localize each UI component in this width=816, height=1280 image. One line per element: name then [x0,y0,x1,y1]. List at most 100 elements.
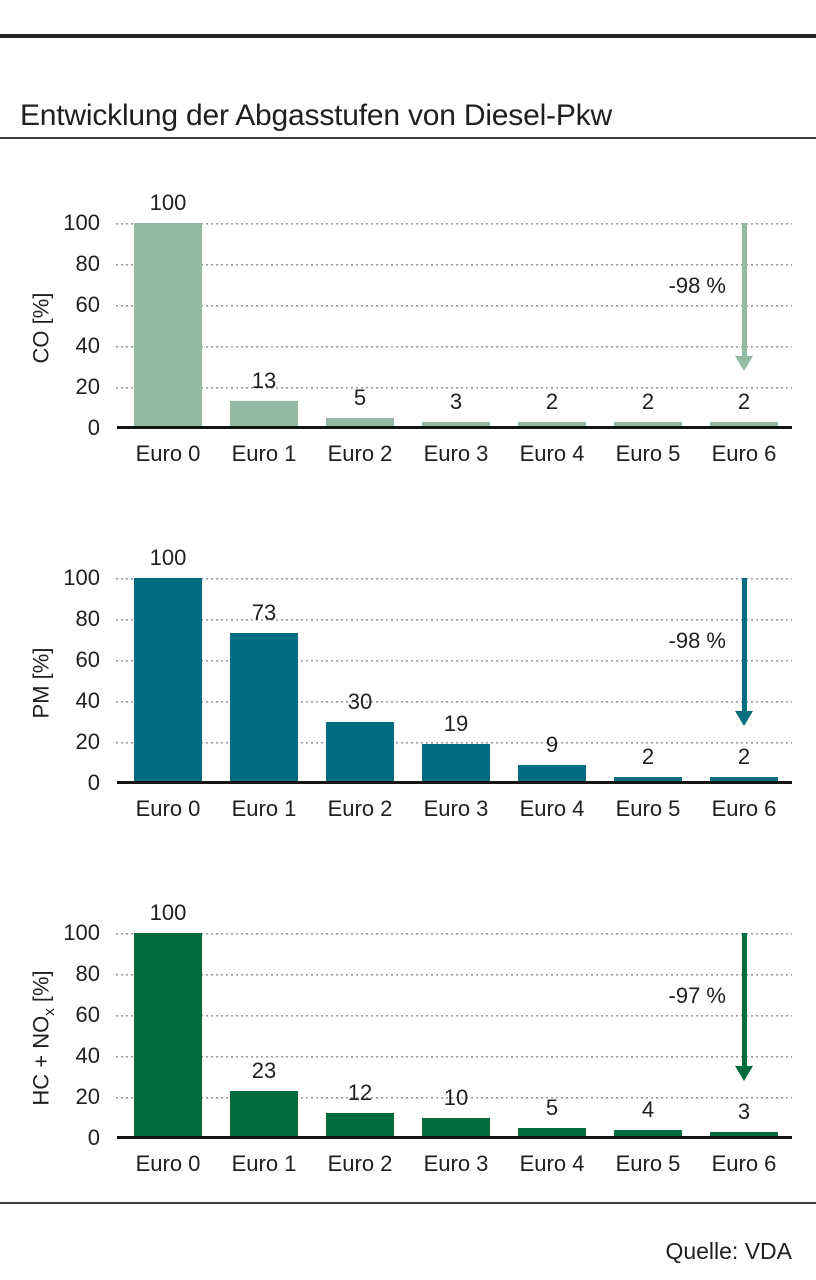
gridline [116,974,792,976]
y-tick-label: 60 [75,1002,100,1027]
bottom-rule [0,1202,816,1204]
x-tick-label: Euro 2 [327,1151,393,1176]
y-tick-label: 0 [87,1125,100,1150]
x-axis-line [117,1136,792,1139]
x-tick-label: Euro 3 [423,441,489,466]
y-tick-label: 60 [75,647,100,672]
reduction-arrow-head [735,1065,753,1081]
bar [134,933,202,1138]
gridline [116,387,792,389]
bar [230,633,298,783]
x-tick-label: Euro 6 [711,796,777,821]
bar [326,1113,394,1138]
x-tick-label: Euro 0 [135,796,201,821]
bar [614,1129,682,1138]
bar-value-label: 100 [149,545,187,570]
plot-area: 100 Euro 0 23 Euro 1 12 Euro 2 10 Euro 3 5 Euro 4… [116,901,792,1176]
bar-value-label: 2 [737,744,751,769]
y-tick-label: 80 [75,606,100,631]
title-rule [0,137,816,139]
gridline [116,660,792,662]
bar [422,421,490,428]
bar-value-label: 73 [251,600,277,626]
reduction-arrow [741,933,747,1066]
bar-value-label: 2 [545,389,559,414]
y-tick-label: 40 [75,1043,100,1068]
bar [518,1127,586,1138]
chart-co: CO [%] 0 20 40 60 80 100 100 Euro 0 13 Euro 1 5 Euro… [0,178,792,473]
y-tick-label: 0 [87,770,100,795]
reduction-arrow [741,578,747,711]
x-tick-label: Euro 0 [135,441,201,466]
bar [710,422,778,428]
x-tick-label: Euro 4 [519,441,585,466]
gridline [116,346,792,348]
chart-hc-nox: HC + NOx [%] 0 20 40 60 80 100 100 Euro 0 23 Euro … [0,888,792,1183]
y-tick-label: 0 [87,415,100,440]
gridline [116,223,792,225]
x-axis-line [117,781,792,784]
bar [710,1131,778,1138]
y-tick-label: 100 [63,920,100,945]
bar [614,777,682,783]
charts-container: CO [%] 0 20 40 60 80 100 100 Euro 0 13 Euro 1 5 Euro… [0,178,816,1243]
reduction-label: -98 % [668,273,726,298]
x-tick-label: Euro 5 [615,796,681,821]
bar-value-label: 2 [641,389,655,414]
top-rule [0,34,816,38]
gridline [116,742,792,744]
reduction-arrow-head [735,710,753,726]
bar-value-label: 10 [443,1084,469,1110]
bar [326,417,394,428]
bar-value-label: 2 [737,389,751,414]
bar-value-label: 4 [641,1096,655,1122]
y-tick-label: 40 [75,333,100,358]
x-axis-line [117,426,792,429]
x-tick-label: Euro 1 [231,796,297,821]
y-tick-label: 20 [75,374,100,399]
bar [518,764,586,783]
y-tick-label: 40 [75,688,100,713]
reduction-label: -98 % [668,628,726,653]
reduction-label: -97 % [668,983,726,1008]
x-tick-label: Euro 2 [327,441,393,466]
chart-pm: PM [%] 0 20 40 60 80 100 100 Euro 0 73 Euro 1 30 Eur… [0,533,792,828]
y-tick-label: 100 [63,565,100,590]
bar [230,1090,298,1138]
y-tick-label: 20 [75,729,100,754]
x-tick-label: Euro 4 [519,796,585,821]
x-tick-label: Euro 1 [231,1151,297,1176]
bar-value-label: 3 [737,1098,751,1124]
gridline [116,1015,792,1017]
bar [518,422,586,428]
bar-value-label: 30 [347,688,373,714]
x-tick-label: Euro 0 [135,1151,201,1176]
bar [422,744,490,783]
bar [614,422,682,428]
bar-value-label: 12 [347,1080,373,1106]
bar-value-label: 5 [545,1094,559,1120]
plot-area: 100 Euro 0 73 Euro 1 30 Euro 2 19 Euro 3 9 Euro 4… [116,546,792,821]
bar [134,578,202,783]
gridline [116,578,792,580]
bar-value-label: 23 [251,1057,277,1083]
bar-value-label: 100 [149,900,187,925]
reduction-arrow-head [735,355,753,371]
x-tick-label: Euro 4 [519,1151,585,1176]
page-title: Entwicklung der Abgasstufen von Diesel-P… [20,99,612,133]
x-tick-label: Euro 5 [615,1151,681,1176]
gridline [116,1097,792,1099]
x-tick-label: Euro 3 [423,1151,489,1176]
gridline [116,619,792,621]
plot-area: 100 Euro 0 13 Euro 1 5 Euro 2 3 Euro 3 2 Euro 4 2 E… [116,191,792,466]
bar-value-label: 13 [251,368,277,394]
y-tick-label: 80 [75,251,100,276]
reduction-arrow [741,223,747,356]
gridline [116,933,792,935]
bar [710,777,778,783]
y-tick-label: 80 [75,961,100,986]
x-tick-label: Euro 3 [423,796,489,821]
bar-value-label: 5 [353,384,367,410]
bar [326,721,394,783]
